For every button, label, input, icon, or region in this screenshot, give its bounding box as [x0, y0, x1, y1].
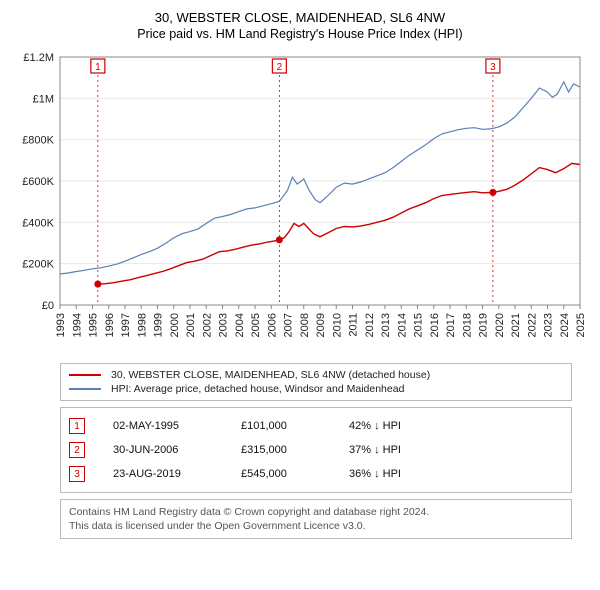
svg-text:2004: 2004 — [234, 313, 246, 337]
svg-text:2012: 2012 — [364, 313, 376, 337]
legend-label-hpi: HPI: Average price, detached house, Wind… — [111, 383, 404, 395]
event-pct-1: 42% ↓ HPI — [349, 420, 449, 432]
footer-line-1: Contains HM Land Registry data © Crown c… — [69, 505, 563, 519]
event-marker-1: 1 — [69, 418, 85, 434]
event-marker-3: 3 — [69, 466, 85, 482]
event-date-1: 02-MAY-1995 — [113, 420, 213, 432]
svg-text:2001: 2001 — [185, 313, 197, 337]
svg-text:2013: 2013 — [380, 313, 392, 337]
svg-text:2016: 2016 — [429, 313, 441, 337]
svg-text:1: 1 — [95, 62, 101, 73]
svg-text:1994: 1994 — [71, 313, 83, 337]
chart-subtitle: Price paid vs. HM Land Registry's House … — [8, 27, 592, 41]
svg-text:2020: 2020 — [494, 313, 506, 337]
svg-text:£200K: £200K — [22, 259, 54, 271]
svg-text:2000: 2000 — [169, 313, 181, 337]
svg-text:£600K: £600K — [22, 176, 54, 188]
svg-text:2021: 2021 — [510, 313, 522, 337]
events-panel: 1 02-MAY-1995 £101,000 42% ↓ HPI 2 30-JU… — [60, 407, 572, 493]
event-pct-3: 36% ↓ HPI — [349, 468, 449, 480]
svg-text:1993: 1993 — [55, 313, 67, 337]
svg-text:2014: 2014 — [396, 313, 408, 337]
svg-text:1997: 1997 — [120, 313, 132, 337]
svg-text:1998: 1998 — [136, 313, 148, 337]
svg-text:2: 2 — [277, 62, 283, 73]
chart-plot: £0 £200K £400K £600K £800K £1M £1.2M 1993 1994 19… — [8, 47, 590, 357]
event-price-3: £545,000 — [241, 468, 321, 480]
legend-label-property: 30, WEBSTER CLOSE, MAIDENHEAD, SL6 4NW (… — [111, 369, 430, 381]
svg-text:1995: 1995 — [88, 313, 100, 337]
svg-text:2003: 2003 — [218, 313, 230, 337]
legend: 30, WEBSTER CLOSE, MAIDENHEAD, SL6 4NW (… — [60, 363, 572, 401]
legend-swatch-hpi — [69, 388, 101, 390]
svg-text:2009: 2009 — [315, 313, 327, 337]
svg-text:£0: £0 — [42, 300, 54, 312]
svg-text:2007: 2007 — [283, 313, 295, 337]
svg-text:2005: 2005 — [250, 313, 262, 337]
svg-text:1999: 1999 — [153, 313, 165, 337]
legend-item-property: 30, WEBSTER CLOSE, MAIDENHEAD, SL6 4NW (… — [69, 368, 563, 382]
event-price-1: £101,000 — [241, 420, 321, 432]
svg-text:2018: 2018 — [461, 313, 473, 337]
event-row-1: 1 02-MAY-1995 £101,000 42% ↓ HPI — [69, 414, 563, 438]
footer-line-2: This data is licensed under the Open Gov… — [69, 519, 563, 533]
svg-text:2025: 2025 — [575, 313, 587, 337]
svg-text:£1M: £1M — [33, 93, 54, 105]
chart-svg: £0 £200K £400K £600K £800K £1M £1.2M 1993 1994 19… — [8, 47, 590, 357]
svg-text:3: 3 — [490, 62, 496, 73]
svg-text:2008: 2008 — [299, 313, 311, 337]
event-date-3: 23-AUG-2019 — [113, 468, 213, 480]
legend-item-hpi: HPI: Average price, detached house, Wind… — [69, 382, 563, 396]
svg-text:2015: 2015 — [413, 313, 425, 337]
svg-text:2019: 2019 — [478, 313, 490, 337]
svg-text:2023: 2023 — [543, 313, 555, 337]
svg-text:2002: 2002 — [201, 313, 213, 337]
chart-title: 30, WEBSTER CLOSE, MAIDENHEAD, SL6 4NW — [8, 10, 592, 25]
event-marker-2: 2 — [69, 442, 85, 458]
svg-text:£1.2M: £1.2M — [23, 52, 54, 64]
svg-text:£400K: £400K — [22, 217, 54, 229]
svg-text:2011: 2011 — [348, 313, 360, 337]
svg-text:1996: 1996 — [104, 313, 116, 337]
svg-text:2006: 2006 — [266, 313, 278, 337]
legend-swatch-property — [69, 374, 101, 376]
event-row-3: 3 23-AUG-2019 £545,000 36% ↓ HPI — [69, 462, 563, 486]
chart-container: 30, WEBSTER CLOSE, MAIDENHEAD, SL6 4NW P… — [0, 0, 600, 543]
event-pct-2: 37% ↓ HPI — [349, 444, 449, 456]
svg-text:2010: 2010 — [331, 313, 343, 337]
svg-text:£800K: £800K — [22, 135, 54, 147]
footer: Contains HM Land Registry data © Crown c… — [60, 499, 572, 539]
svg-text:2017: 2017 — [445, 313, 457, 337]
event-row-2: 2 30-JUN-2006 £315,000 37% ↓ HPI — [69, 438, 563, 462]
svg-text:2022: 2022 — [526, 313, 538, 337]
event-price-2: £315,000 — [241, 444, 321, 456]
svg-text:2024: 2024 — [559, 313, 571, 337]
event-date-2: 30-JUN-2006 — [113, 444, 213, 456]
